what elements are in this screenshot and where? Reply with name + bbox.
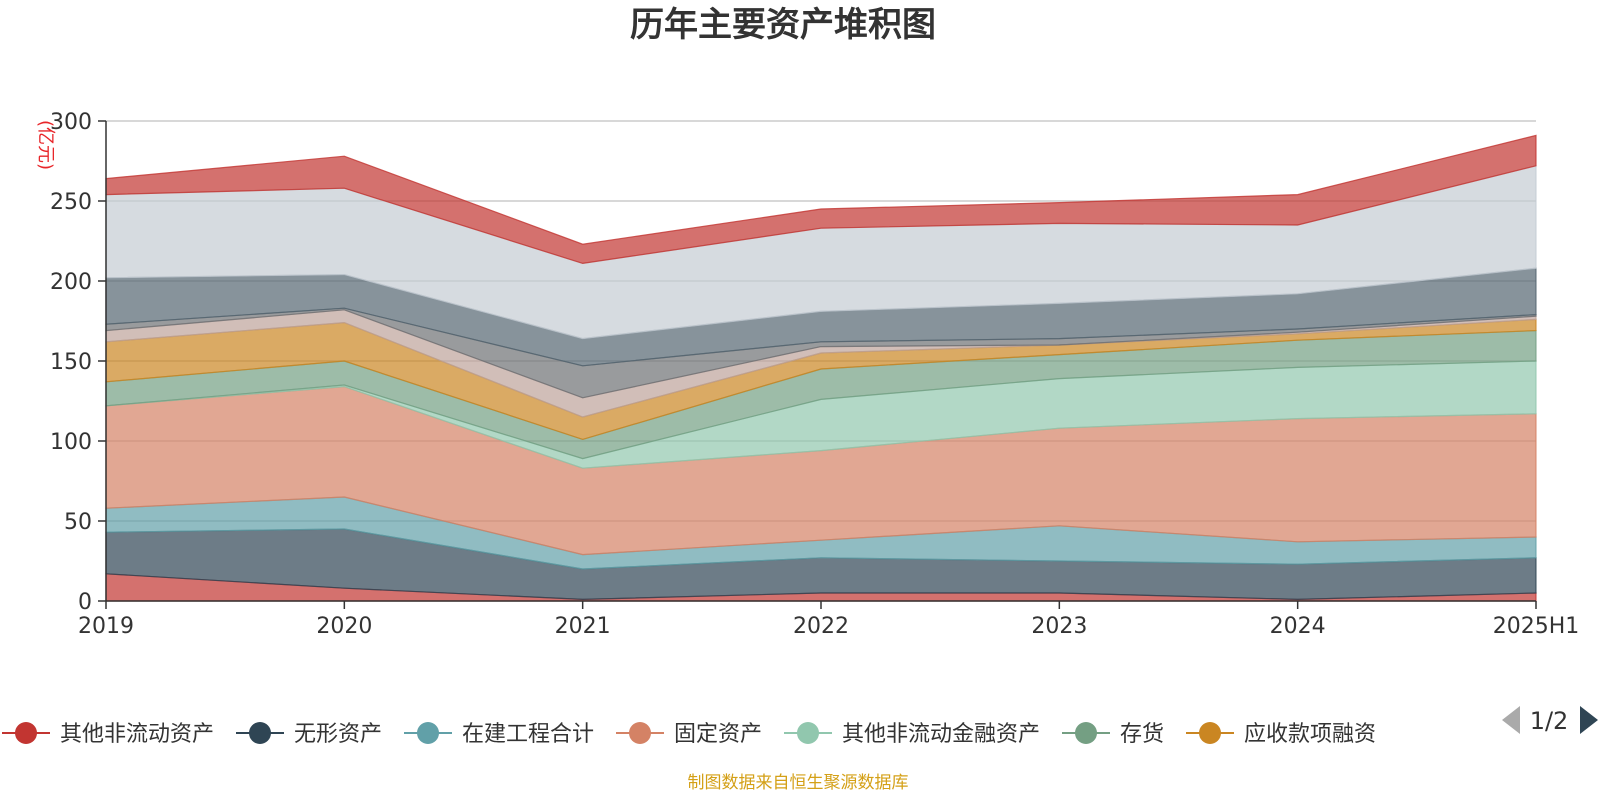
legend-item[interactable]: 应收款项融资 bbox=[1186, 722, 1376, 747]
y-tick-label: 100 bbox=[50, 430, 92, 455]
x-tick-label: 2025H1 bbox=[1493, 614, 1580, 639]
legend-circle-icon bbox=[797, 722, 819, 744]
x-tick-label: 2021 bbox=[555, 614, 611, 639]
x-tick-label: 2024 bbox=[1270, 614, 1326, 639]
legend-item[interactable]: 固定资产 bbox=[616, 722, 762, 747]
x-tick-label: 2022 bbox=[793, 614, 849, 639]
legend-item-label: 其他非流动资产 bbox=[60, 722, 214, 747]
y-tick-label: 300 bbox=[50, 110, 92, 135]
triangle-right-icon[interactable] bbox=[1580, 706, 1598, 734]
x-tick-label: 2023 bbox=[1031, 614, 1087, 639]
area-series-12[interactable] bbox=[105, 134, 1537, 265]
area-series bbox=[105, 134, 1537, 602]
legend[interactable]: 其他非流动资产 无形资产 在建工程合计 固定资产 其他非流动金融资产 存货 应收款项融资 bbox=[2, 722, 1376, 747]
legend-circle-icon bbox=[417, 722, 439, 744]
legend-page-label: 1/2 bbox=[1530, 707, 1569, 735]
source-note: 制图数据来自恒生聚源数据库 bbox=[688, 773, 909, 793]
y-tick-label: 0 bbox=[78, 590, 92, 615]
legend-item-label: 存货 bbox=[1120, 722, 1164, 747]
legend-circle-icon bbox=[629, 722, 651, 744]
legend-item-label: 无形资产 bbox=[294, 722, 382, 747]
legend-item-label: 固定资产 bbox=[674, 722, 762, 747]
legend-item[interactable]: 无形资产 bbox=[236, 722, 382, 747]
x-axis-ticks: 2019 2020 2021 2022 2023 2024 2025H1 bbox=[78, 601, 1579, 639]
y-tick-label: 50 bbox=[64, 510, 92, 535]
legend-item[interactable]: 其他非流动金融资产 bbox=[784, 722, 1040, 747]
y-tick-label: 250 bbox=[50, 190, 92, 215]
legend-item[interactable]: 其他非流动资产 bbox=[2, 722, 214, 747]
y-axis-ticks: 0 50 100 150 200 250 300 bbox=[50, 110, 106, 615]
legend-circle-icon bbox=[1199, 722, 1221, 744]
legend-item-label: 在建工程合计 bbox=[462, 722, 594, 747]
y-tick-label: 200 bbox=[50, 270, 92, 295]
chart-title: 历年主要资产堆积图 bbox=[630, 5, 936, 45]
legend-item-label: 应收款项融资 bbox=[1244, 722, 1376, 747]
y-axis-unit: (亿元) bbox=[35, 120, 56, 170]
legend-circle-icon bbox=[249, 722, 271, 744]
x-tick-label: 2019 bbox=[78, 614, 134, 639]
triangle-left-icon[interactable] bbox=[1502, 706, 1520, 734]
x-tick-label: 2020 bbox=[316, 614, 372, 639]
legend-item[interactable]: 在建工程合计 bbox=[404, 722, 594, 747]
legend-item[interactable]: 存货 bbox=[1062, 722, 1164, 747]
legend-circle-icon bbox=[15, 722, 37, 744]
legend-pager: 1/2 bbox=[1502, 706, 1598, 735]
legend-circle-icon bbox=[1075, 722, 1097, 744]
legend-item-label: 其他非流动金融资产 bbox=[842, 722, 1040, 747]
y-tick-label: 150 bbox=[50, 350, 92, 375]
